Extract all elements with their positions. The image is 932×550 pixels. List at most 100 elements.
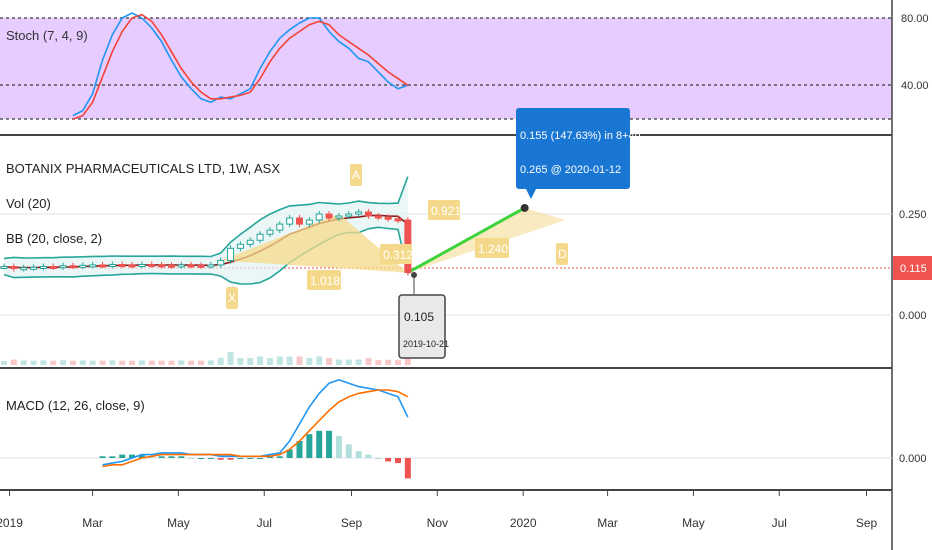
volume-bar: [355, 359, 362, 365]
candle-body: [108, 264, 116, 267]
volume-bar: [30, 360, 37, 365]
macd-histogram-bar: [138, 454, 145, 458]
macd-histogram-bar: [276, 456, 283, 458]
candle-body: [99, 264, 106, 268]
low-callout[interactable]: 0.105 2019-10-21: [398, 272, 449, 359]
volume-bar: [1, 361, 7, 365]
symbol-title: BOTANIX PHARMACEUTICALS LTD, 1W, ASX: [6, 161, 280, 176]
low-callout-price: 0.105: [404, 310, 434, 324]
time-axis-label: Mar: [82, 516, 103, 530]
macd-histogram-bar: [355, 451, 362, 458]
bb-label: BB (20, close, 2): [6, 231, 102, 246]
ratio-label-2: 0.312: [383, 248, 413, 262]
macd-histogram-bar: [326, 430, 333, 458]
volume-bar: [385, 359, 392, 365]
candle-body: [187, 264, 195, 268]
volume-bar: [257, 356, 264, 365]
low-callout-date: 2019-10-21: [403, 339, 449, 349]
macd-histogram-bar: [266, 456, 273, 458]
volume-bar: [168, 360, 175, 365]
target-callout-line2: 0.265 @ 2020-01-12: [520, 164, 621, 176]
candle-body: [325, 213, 333, 219]
candle-body: [305, 219, 313, 225]
volume-bar: [306, 358, 313, 365]
projection-arrow: [407, 206, 526, 274]
stoch-pane: Stoch (7, 4, 9) 80.00 40.00: [0, 12, 929, 120]
candle-body: [89, 264, 97, 268]
volume-bar: [129, 360, 136, 365]
time-axis-label: Sep: [341, 516, 363, 530]
macd-histogram-bar: [207, 458, 214, 459]
candle-body: [355, 211, 363, 215]
macd-histogram-bar: [316, 430, 323, 458]
candle-body: [49, 266, 57, 270]
pattern-point-d-badge: [556, 243, 568, 265]
macd-histogram-bar: [158, 456, 165, 458]
macd-histogram-bar: [375, 458, 382, 459]
macd-histogram-bar: [404, 458, 411, 479]
low-callout-anchor: [411, 272, 417, 278]
pattern-point-x-badge: [226, 287, 238, 309]
ratio-label-4: 1.240: [478, 242, 508, 256]
candle-body: [138, 264, 146, 267]
macd-histogram-bar: [119, 454, 126, 458]
volume-bar: [247, 358, 254, 365]
target-callout-box: [516, 108, 630, 189]
candle-body: [148, 264, 156, 267]
volume-bar: [119, 360, 126, 365]
target-callout-pointer: [526, 189, 536, 199]
macd-axis-zero: 0.000: [899, 453, 927, 465]
volume-bar: [10, 359, 17, 365]
ratio-badge-1: [428, 200, 460, 220]
volume-bar: [286, 356, 293, 365]
volume-bar: [89, 360, 96, 365]
candle-body: [335, 215, 343, 219]
volume-bar: [326, 358, 333, 365]
macd-histogram-bar: [168, 456, 175, 458]
time-axis-label: Nov: [427, 516, 448, 530]
signal-line: [102, 389, 409, 468]
candle-body: [197, 264, 205, 268]
candle-body: [10, 266, 18, 270]
volume-bar: [365, 358, 372, 365]
candle-body: [276, 223, 284, 231]
volume-bar: [188, 360, 195, 365]
candle-body: [296, 217, 303, 225]
pattern-point-d: D: [558, 247, 567, 261]
volume-bar: [158, 360, 165, 365]
time-axis: 2019 Mar May Jul Sep Nov 2020 Mar May Jul Sep: [0, 490, 878, 530]
volume-bar: [148, 360, 155, 365]
macd-pane: MACD (12, 26, close, 9) 0.000: [0, 378, 927, 479]
ratio-badge-4: [475, 238, 509, 258]
time-axis-label: Jul: [257, 516, 272, 530]
target-callout[interactable]: 0.155 (147.63%) in 8+4d 0.265 @ 2020-01-…: [516, 108, 641, 199]
volume-bar: [316, 356, 323, 365]
volume-bar: [40, 360, 47, 365]
volume-bar: [217, 357, 224, 365]
candle-body: [217, 259, 225, 266]
candle-body: [20, 267, 28, 271]
macd-histogram-bar: [188, 458, 195, 459]
time-axis-label: Sep: [856, 516, 878, 530]
ratio-badge-2: [380, 244, 412, 264]
candle-body: [286, 217, 294, 225]
macd-histogram-bar: [365, 454, 372, 458]
candle-body: [30, 266, 38, 270]
macd-histogram-bar: [257, 458, 264, 459]
candle-body: [39, 266, 47, 270]
candle-body: [266, 229, 274, 235]
candle-body: [374, 215, 382, 219]
macd-histogram-bar: [247, 458, 254, 459]
price-axis-0000: 0.000: [899, 310, 927, 322]
candle-body: [69, 265, 77, 269]
pattern-point-a-badge: [350, 164, 362, 186]
macd-histogram-bar: [227, 458, 234, 460]
volume-bar: [335, 359, 342, 365]
candle-body: [256, 233, 264, 241]
volume-bar: [50, 360, 57, 365]
candle-body: [384, 216, 392, 220]
last-price-tag: [893, 256, 932, 280]
macd-histogram-bar: [148, 456, 155, 458]
macd-histogram-bar: [335, 435, 342, 458]
